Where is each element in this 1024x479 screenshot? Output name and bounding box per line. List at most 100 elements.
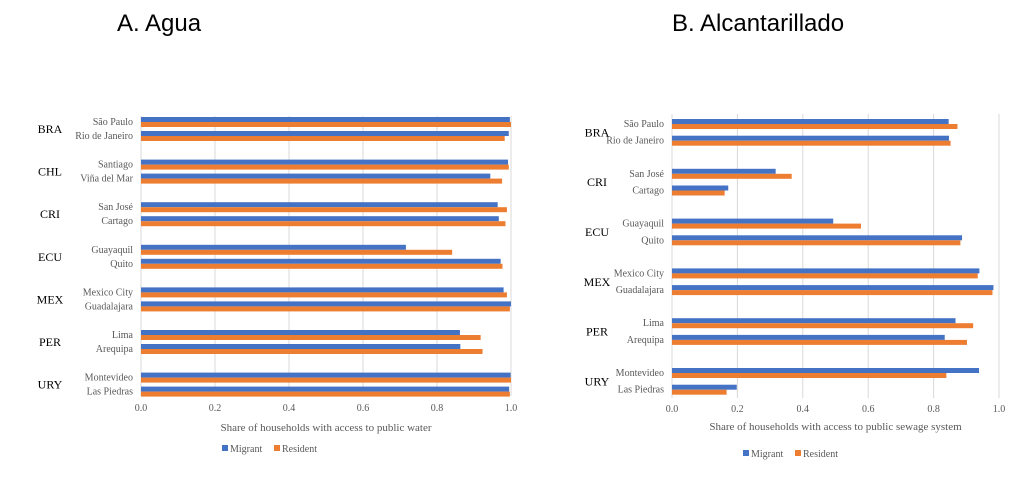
country-label: ECU: [585, 225, 609, 239]
city-label: Lima: [643, 318, 665, 329]
city-label: Guadalajara: [616, 285, 665, 296]
city-label: Montevideo: [616, 368, 664, 379]
bar-migrant: [672, 384, 737, 390]
x-tick-label: 0.2: [731, 404, 744, 415]
x-tick-label: 0.4: [797, 404, 810, 415]
legend-swatch-resident: [795, 450, 801, 456]
bar-migrant: [141, 173, 491, 179]
bar-resident: [672, 140, 951, 146]
bar-resident: [672, 124, 958, 129]
x-tick-label: 0.0: [135, 403, 148, 414]
country-label: MEX: [37, 292, 64, 306]
legend-swatch-migrant: [743, 450, 749, 456]
bar-migrant: [141, 344, 461, 349]
bar-resident: [141, 136, 505, 141]
city-label: Mexico City: [83, 287, 133, 298]
bar-migrant: [141, 202, 498, 208]
city-label: Guayaquil: [91, 245, 133, 256]
city-label: Cartago: [632, 186, 664, 197]
bar-migrant: [141, 330, 460, 335]
x-axis-title: Share of households with access to publi…: [220, 422, 431, 434]
bar-migrant: [672, 285, 994, 291]
x-tick-label: 0.8: [927, 404, 940, 415]
city-label: Guayaquil: [622, 219, 664, 230]
city-label: Viña del Mar: [80, 174, 133, 185]
bar-migrant: [141, 131, 509, 136]
bar-migrant: [672, 235, 963, 241]
bar-resident: [672, 190, 725, 196]
country-label: URY: [585, 374, 610, 388]
x-tick-label: 0.6: [862, 404, 875, 415]
bar-migrant: [672, 368, 980, 373]
bar-resident: [141, 292, 507, 298]
bar-migrant: [141, 117, 510, 122]
country-label: CRI: [40, 207, 60, 221]
city-label: Santiago: [98, 160, 133, 171]
bar-resident: [672, 373, 947, 378]
city-label: Las Piedras: [618, 385, 664, 396]
bar-resident: [141, 377, 511, 383]
bar-migrant: [141, 258, 501, 264]
bar-migrant: [672, 268, 980, 274]
bar-migrant: [141, 244, 406, 250]
bar-resident: [672, 323, 974, 329]
bar-resident: [141, 391, 510, 397]
bar-resident: [672, 290, 993, 296]
city-label: Arequipa: [627, 335, 665, 346]
bar-resident: [672, 223, 862, 229]
bar-resident: [141, 349, 483, 354]
bar-migrant: [141, 216, 499, 222]
legend-label-migrant: Migrant: [230, 444, 262, 455]
bar-migrant: [141, 372, 511, 378]
country-label: CHL: [38, 165, 62, 179]
city-label: Rio de Janeiro: [606, 136, 664, 147]
bar-migrant: [672, 334, 945, 340]
country-label: BRA: [585, 125, 610, 139]
legend-swatch-resident: [274, 445, 280, 451]
bar-migrant: [672, 168, 776, 174]
bar-resident: [141, 335, 481, 340]
x-tick-label: 0.8: [431, 403, 444, 414]
bar-resident: [141, 306, 510, 312]
city-label: San José: [629, 169, 664, 180]
legend-swatch-migrant: [222, 445, 228, 451]
bar-resident: [672, 173, 792, 179]
country-label: CRI: [587, 175, 607, 189]
bar-resident: [672, 339, 967, 345]
city-label: Mexico City: [614, 268, 664, 279]
bar-resident: [141, 249, 453, 255]
bar-migrant: [672, 119, 949, 124]
bar-resident: [672, 389, 727, 395]
chart-b-title: B. Alcantarillado: [672, 10, 845, 37]
city-label: Quito: [110, 259, 133, 270]
country-label: PER: [39, 335, 61, 349]
bar-resident: [141, 178, 503, 184]
legend-label-resident: Resident: [282, 444, 317, 455]
bar-migrant: [141, 287, 504, 293]
bar-migrant: [141, 159, 509, 165]
city-label: Guadalajara: [85, 301, 134, 312]
x-tick-label: 1.0: [993, 404, 1006, 415]
country-label: PER: [586, 325, 608, 339]
bar-migrant: [672, 185, 729, 191]
legend-label-resident: Resident: [803, 449, 838, 460]
city-label: Lima: [112, 330, 134, 341]
bar-migrant: [141, 386, 510, 392]
legend-label-migrant: Migrant: [751, 449, 783, 460]
bar-migrant: [141, 301, 511, 307]
bar-resident: [141, 263, 503, 269]
city-label: Rio de Janeiro: [75, 131, 133, 142]
city-label: San José: [98, 202, 133, 213]
country-label: BRA: [38, 122, 63, 136]
x-tick-label: 1.0: [505, 403, 518, 414]
city-label: São Paulo: [93, 117, 133, 128]
x-axis-title: Share of households with access to publi…: [709, 421, 962, 433]
country-label: ECU: [38, 250, 62, 264]
bar-migrant: [672, 135, 949, 141]
x-tick-label: 0.0: [666, 404, 679, 415]
chart-a-title: A. Agua: [117, 10, 202, 37]
bar-resident: [141, 164, 509, 170]
bar-migrant: [672, 218, 834, 224]
country-label: MEX: [584, 275, 611, 289]
